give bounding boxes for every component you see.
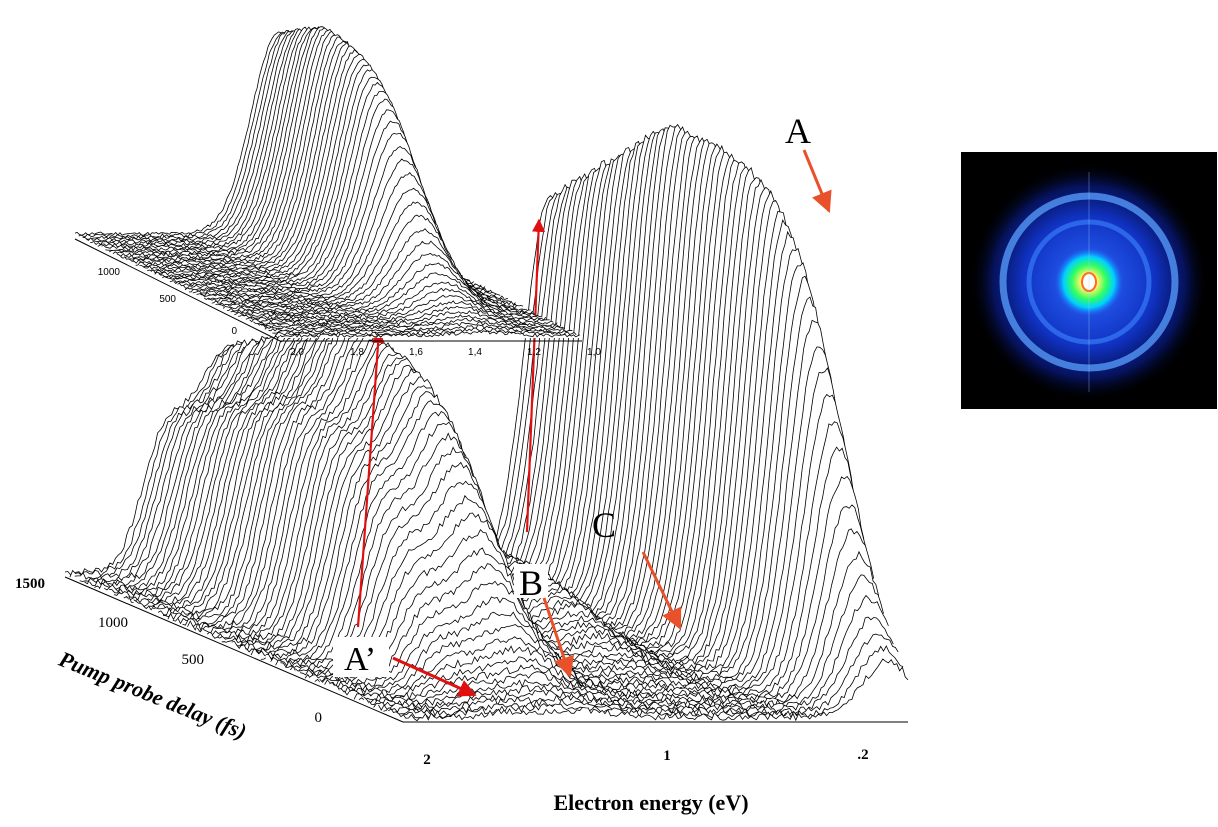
inset-y-tick-label: 500 [159,294,176,305]
link-arrow-a-prime [356,329,385,628]
detector-inner-ring [1026,219,1152,345]
x-tick-label: 2 [423,752,431,768]
peak-label-a-prime: A’ [344,641,376,678]
x-tick-label: .2 [857,747,868,763]
delay-trace [264,317,566,331]
delay-trace [230,262,531,314]
inset-delay-axis-line [74,238,281,342]
trace-fill [319,276,825,687]
delay-trace [397,645,904,720]
y-tick-label: 1000 [98,615,128,631]
inset-axes [74,238,582,342]
peak-label-b: B [519,563,543,603]
velocity-map-image-icon [961,152,1217,409]
delay-trace [334,346,840,693]
trace-fill [403,659,908,722]
inset-y-tick-label: 1000 [98,267,121,278]
main-axes [64,576,908,723]
delay-trace [238,281,539,318]
label-a-prime-box [333,637,389,677]
arrow-a [802,149,832,213]
delay-trace [245,294,547,322]
x-axis-title: Electron energy (eV) [553,790,748,815]
inset-x-tick-label: 1,4 [468,347,482,358]
delay-trace [253,305,554,325]
delay-trace [234,272,535,316]
detector-outer-ring [999,192,1179,372]
delay-trace [272,324,573,335]
inset-x-tick-label: 1,0 [587,347,601,358]
delay-trace [402,658,909,722]
delay-trace [241,287,543,320]
y-tick-label: 1500 [15,576,45,592]
delay-trace [300,219,806,677]
inset-x-tick-label: 2,0 [290,347,304,358]
inset-x-tick-label: 1,2 [527,347,541,358]
arrow-c [641,551,682,630]
delay-trace [279,330,581,338]
delay-trace [249,300,550,323]
trace-fill [280,330,580,338]
delay-trace [260,314,562,329]
trace-fill [314,262,820,685]
main-delay-axis-line [64,576,404,723]
inset-x-tick-label: 1,6 [409,347,423,358]
delay-trace [256,310,558,327]
delay-trace [348,421,855,698]
delay-trace [268,321,569,333]
detector-image [961,152,1217,409]
y-axis-title: Pump probe delay (fs) [55,646,251,744]
label-b-box [514,564,548,598]
link-arrow-b [525,218,546,533]
y-tick-label: 500 [182,652,205,668]
delay-trace [358,475,865,702]
peak-label-a: A [785,111,811,151]
main-waterfall-traces [64,123,909,722]
inset-y-tick-label: 0 [231,326,237,337]
detector-center [1081,272,1097,292]
x-tick-label: 1 [663,748,671,764]
arrow-b [542,597,574,678]
delay-trace [219,228,520,308]
inset-x-tick-label: 1,8 [350,347,364,358]
peak-label-c: C [592,505,616,545]
y-tick-label: 0 [315,710,323,726]
arrow-a-prime [392,656,477,697]
inset-waterfall-traces [74,26,581,338]
